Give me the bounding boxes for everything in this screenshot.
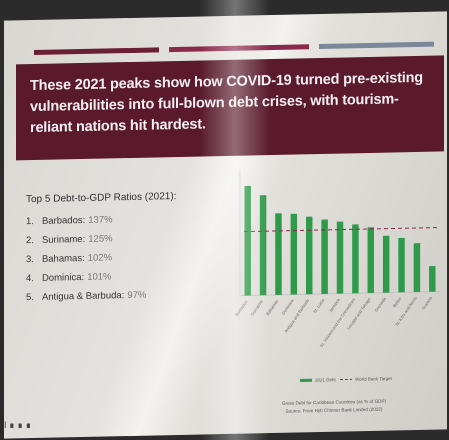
list-title: Top 5 Debt-to-GDP Ratios (2021): xyxy=(26,191,177,206)
x-tick-label: Dominica xyxy=(281,298,295,316)
list-item-value: 137% xyxy=(88,214,113,226)
x-tick-label: Grenada xyxy=(374,296,388,313)
list-item-value: 97% xyxy=(127,289,147,302)
chart-bar xyxy=(321,219,328,294)
accent-bar xyxy=(319,41,434,50)
list-item: 5. Antigua & Barbuda: 97% xyxy=(26,290,146,312)
list-item-country: Antigua & Barbuda: xyxy=(41,290,125,303)
list-item-number: 2. xyxy=(26,235,34,247)
chart-bar xyxy=(259,195,267,296)
list-item-country: Barbados: xyxy=(41,214,86,227)
chart-bar xyxy=(367,227,375,294)
x-tick-label: St. Lucia xyxy=(312,297,326,314)
chart-bar xyxy=(413,243,421,293)
chart-caption: Gross Debt for Caribbean Countries (as %… xyxy=(282,399,387,406)
list-item-number: 3. xyxy=(26,254,34,266)
x-tick-label: Jamaica xyxy=(328,297,341,313)
x-tick-label: Belize xyxy=(392,296,403,309)
chart-bar xyxy=(306,216,313,295)
list-item-country: Suriname: xyxy=(41,233,86,246)
slide-footer-marker: I ∎ ∎ ∎ xyxy=(4,420,32,430)
list-item-number: 1. xyxy=(26,216,34,228)
list-item-value: 102% xyxy=(87,252,113,264)
list-item-number: 5. xyxy=(26,292,34,304)
debt-ratio-list: 1. Barbados: 137% 2. Suriname: 125% 3. Bah… xyxy=(26,214,146,312)
chart-source: Source: From Hyb Chinner Bank Limited (2… xyxy=(285,407,382,414)
x-tick-label: Barbados xyxy=(234,299,248,317)
x-tick-label: Bahamas xyxy=(265,299,279,316)
headline-banner: These 2021 peaks show how COVID-19 turne… xyxy=(16,55,444,161)
list-item: 3. Bahamas: 102% xyxy=(26,252,146,274)
list-item: 1. Barbados: 137% xyxy=(26,214,146,236)
list-item: 2. Suriname: 125% xyxy=(26,233,146,255)
presentation-slide: These 2021 peaks show how COVID-19 turne… xyxy=(4,11,447,439)
accent-bars xyxy=(34,41,434,56)
chart-bar xyxy=(352,224,359,294)
chart-bar xyxy=(382,235,390,293)
list-item-country: Bahamas: xyxy=(41,252,85,265)
chart-bar xyxy=(244,185,251,296)
debt-bar-chart: Barbados Suriname Bahamas Dominica Antigua a… xyxy=(226,153,444,428)
list-item: 4. Dominica: 101% xyxy=(26,271,146,293)
x-tick-label: Guyana xyxy=(421,295,434,311)
chart-bar xyxy=(290,213,298,295)
legend-label-target: World Bank Target xyxy=(355,376,393,382)
chart-bar xyxy=(275,213,282,295)
list-item-value: 101% xyxy=(87,271,112,283)
legend-label-debt: 2021 Debt xyxy=(315,377,337,382)
list-item-value: 125% xyxy=(88,233,113,245)
list-item-number: 4. xyxy=(26,273,34,285)
accent-bar xyxy=(34,47,159,56)
list-item-country: Dominica: xyxy=(41,271,85,284)
chart-bar xyxy=(429,266,436,292)
chart-bar xyxy=(398,237,405,293)
chart-bar xyxy=(336,221,344,294)
reference-line xyxy=(244,227,440,233)
accent-bar xyxy=(169,44,309,53)
x-tick-label: Suriname xyxy=(250,298,265,316)
